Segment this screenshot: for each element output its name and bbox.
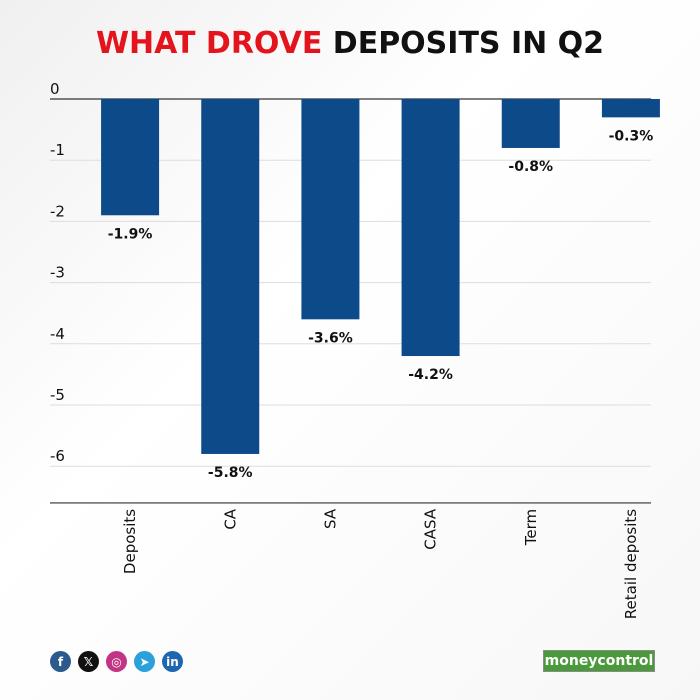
bar bbox=[301, 99, 360, 320]
facebook-icon[interactable]: f bbox=[50, 651, 71, 672]
title-rest: DEPOSITS IN Q2 bbox=[332, 26, 605, 61]
data-label: -1.9% bbox=[108, 226, 153, 242]
x-tick-label: Deposits bbox=[121, 509, 139, 574]
telegram-icon[interactable]: ➤ bbox=[134, 651, 155, 672]
y-tick-label: 0 bbox=[50, 80, 60, 98]
y-tick-label: -5 bbox=[50, 386, 65, 404]
bar bbox=[601, 99, 660, 118]
x-tick-label: Term bbox=[522, 509, 540, 546]
data-label: -3.6% bbox=[308, 330, 353, 346]
y-tick-label: -6 bbox=[50, 447, 65, 465]
bar bbox=[201, 99, 260, 454]
bar bbox=[401, 99, 460, 357]
y-tick-label: -4 bbox=[50, 325, 65, 343]
x-tick-label: Retail deposits bbox=[622, 509, 640, 619]
data-label: -4.2% bbox=[408, 367, 453, 383]
bar-chart: 0 -1 -2 -3 -4 -5 -6 -1.9% Deposits -5.8% CA -3.6% SA… bbox=[50, 80, 660, 619]
social-icons: f 𝕏 ◎ ➤ in bbox=[50, 651, 183, 672]
chart-title: WHAT DROVE DEPOSITS IN Q2 bbox=[0, 26, 700, 61]
bar bbox=[101, 99, 160, 216]
x-tick-label: CASA bbox=[422, 508, 440, 550]
data-label: -0.8% bbox=[508, 159, 553, 175]
x-icon[interactable]: 𝕏 bbox=[78, 651, 99, 672]
title-highlight: WHAT DROVE bbox=[95, 26, 323, 61]
y-tick-label: -1 bbox=[50, 141, 65, 159]
data-label: -5.8% bbox=[208, 465, 253, 481]
linkedin-icon[interactable]: in bbox=[162, 651, 183, 672]
data-label: -0.3% bbox=[609, 128, 654, 144]
x-tick-label: CA bbox=[221, 508, 239, 529]
y-tick-label: -3 bbox=[50, 264, 65, 282]
x-tick-label: SA bbox=[321, 508, 339, 529]
moneycontrol-logo: moneycontrol bbox=[543, 650, 655, 672]
y-tick-label: -2 bbox=[50, 202, 65, 220]
instagram-icon[interactable]: ◎ bbox=[106, 651, 127, 672]
bar bbox=[501, 99, 560, 148]
